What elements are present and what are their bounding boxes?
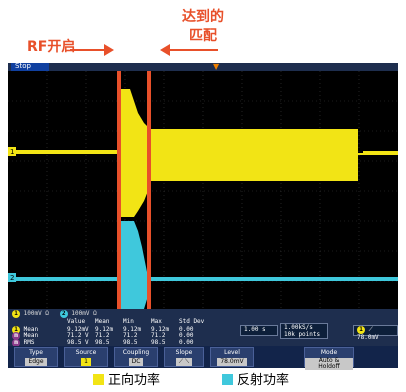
rf-on-arrow	[70, 44, 114, 56]
ch2-marker-label: 2	[10, 274, 14, 282]
trigger-readout: 1 ⟋ 78.0mV	[353, 325, 398, 341]
trigger-coupling-button[interactable]: Coupling DC	[114, 347, 158, 367]
forward-swatch	[93, 374, 104, 385]
ch1-badge: 1	[12, 310, 20, 318]
measurement-table: Value Mean Min Max Std Dev 1 Mean 9.12mV 9.12m…	[12, 318, 209, 347]
trigger-type-button[interactable]: Type Edge	[14, 347, 58, 367]
ch1-marker[interactable]: 1	[8, 147, 16, 156]
trigger-menu-bar: Type Edge Source 1 Coupling DC Slope ⟋ ⟍…	[8, 346, 398, 370]
trigger-slope-button[interactable]: Slope ⟋ ⟍	[164, 347, 204, 367]
channel-scales: 1 100mV Ω 2 100mV Ω	[12, 310, 97, 318]
trigger-source-button[interactable]: Source 1	[64, 347, 108, 367]
trigger-mode-button[interactable]: Mode Auto & Holdoff	[304, 347, 354, 370]
sample-rate-readout: 1.00kS/s 10k points	[280, 323, 328, 339]
match-marker-line	[147, 71, 151, 309]
acquisition-status: Stop	[11, 63, 49, 71]
legend-reflected-power: 反射功率	[222, 373, 289, 389]
table-header: Value Mean Min Max Std Dev	[67, 318, 205, 325]
oscilloscope-display: Stop ▼ 1	[8, 63, 398, 363]
timebase-readout: 1.00 s	[240, 325, 278, 336]
trigger-level-button[interactable]: Level 78.0mV	[210, 347, 254, 367]
table-row: 1 Mean 9.12mV 9.12m 9.12m 9.12m 0.00	[12, 325, 209, 334]
match-label-line1: 达到的	[182, 9, 224, 25]
ch2-scale: 100mV Ω	[71, 310, 97, 317]
reflected-swatch	[222, 374, 233, 385]
rf-on-marker-line	[117, 71, 121, 309]
rf-on-label: RF开启	[27, 39, 76, 55]
scope-top-bar: Stop ▼	[8, 63, 398, 71]
table-row: m RMS 98.5 V 98.5 98.5 98.5 0.00	[12, 338, 209, 347]
legend-forward-power: 正向功率	[93, 373, 160, 389]
forward-power-trace	[8, 89, 398, 217]
ch1-marker-label: 1	[10, 148, 14, 156]
waveform-svg: 1 2	[8, 71, 398, 309]
ch2-marker[interactable]: 2	[8, 273, 16, 282]
match-label-line2: 匹配	[189, 28, 217, 44]
table-row: m Mean 71.2 V 71.2 71.2 71.2 0.00	[12, 332, 209, 340]
match-arrow	[160, 44, 218, 56]
ch1-scale: 100mV Ω	[23, 310, 49, 317]
waveform-screen: 1 2	[8, 71, 398, 309]
graticule	[8, 71, 398, 309]
trigger-position-icon: ▼	[213, 63, 220, 71]
reflected-power-trace	[8, 221, 398, 309]
ch2-badge: 2	[59, 310, 68, 318]
match-reached-label: 达到的 匹配	[173, 8, 233, 46]
